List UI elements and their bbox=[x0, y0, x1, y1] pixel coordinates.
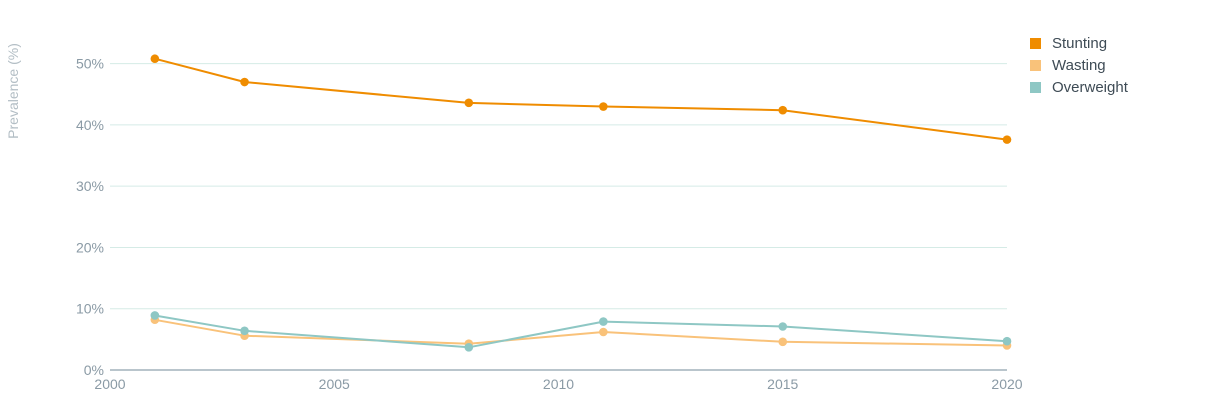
data-point-wasting[interactable] bbox=[599, 327, 608, 337]
legend-label: Stunting bbox=[1052, 35, 1107, 52]
x-tick-label: 2005 bbox=[319, 376, 350, 392]
data-point-overweight[interactable] bbox=[240, 326, 249, 336]
legend-swatch bbox=[1030, 82, 1041, 93]
data-point-overweight[interactable] bbox=[778, 322, 788, 331]
data-point-stunting[interactable] bbox=[150, 54, 160, 64]
legend-item-overweight[interactable]: Overweight bbox=[1030, 79, 1129, 96]
y-tick-label: 0% bbox=[84, 362, 104, 378]
legend-swatch bbox=[1030, 60, 1041, 71]
x-tick-label: 2015 bbox=[767, 376, 798, 392]
data-point-stunting[interactable] bbox=[778, 105, 788, 115]
data-point-stunting[interactable] bbox=[599, 102, 608, 111]
data-point-stunting[interactable] bbox=[464, 98, 474, 108]
y-tick-label: 30% bbox=[76, 178, 104, 194]
y-tick-label: 10% bbox=[76, 301, 104, 317]
legend-item-stunting[interactable]: Stunting bbox=[1030, 35, 1107, 52]
series-layer bbox=[150, 54, 1012, 352]
grid-lines bbox=[110, 63, 1007, 310]
legend-item-wasting[interactable]: Wasting bbox=[1030, 57, 1106, 74]
y-axis-title: Prevalence (%) bbox=[5, 43, 21, 139]
y-tick-label: 40% bbox=[76, 117, 104, 133]
data-point-overweight[interactable] bbox=[464, 343, 474, 352]
series-stunting bbox=[150, 54, 1012, 144]
x-tick-label: 2000 bbox=[94, 376, 125, 392]
data-point-overweight[interactable] bbox=[1002, 336, 1012, 346]
series-line-overweight bbox=[154, 314, 1008, 349]
series-line-stunting bbox=[154, 57, 1008, 141]
x-tick-label: 2020 bbox=[991, 376, 1022, 392]
y-tick-label: 50% bbox=[76, 56, 104, 72]
y-tick-label: 20% bbox=[76, 239, 104, 255]
legend-label: Overweight bbox=[1052, 79, 1129, 96]
series-line-wasting bbox=[154, 318, 1008, 347]
y-axis-ticks: 0% 10% 20% 30% 40% 50% bbox=[76, 56, 104, 378]
series-overweight bbox=[150, 311, 1012, 352]
x-axis-ticks: 2000 2005 2010 2015 2020 bbox=[94, 376, 1022, 392]
x-tick-label: 2010 bbox=[543, 376, 574, 392]
legend-swatch bbox=[1030, 38, 1041, 49]
data-point-overweight[interactable] bbox=[150, 311, 160, 320]
data-point-stunting[interactable] bbox=[1002, 135, 1012, 144]
data-point-overweight[interactable] bbox=[599, 317, 608, 326]
legend-label: Wasting bbox=[1052, 57, 1106, 74]
data-point-wasting[interactable] bbox=[778, 337, 788, 347]
legend: Stunting Wasting Overweight bbox=[1030, 35, 1129, 96]
data-point-stunting[interactable] bbox=[240, 77, 249, 87]
